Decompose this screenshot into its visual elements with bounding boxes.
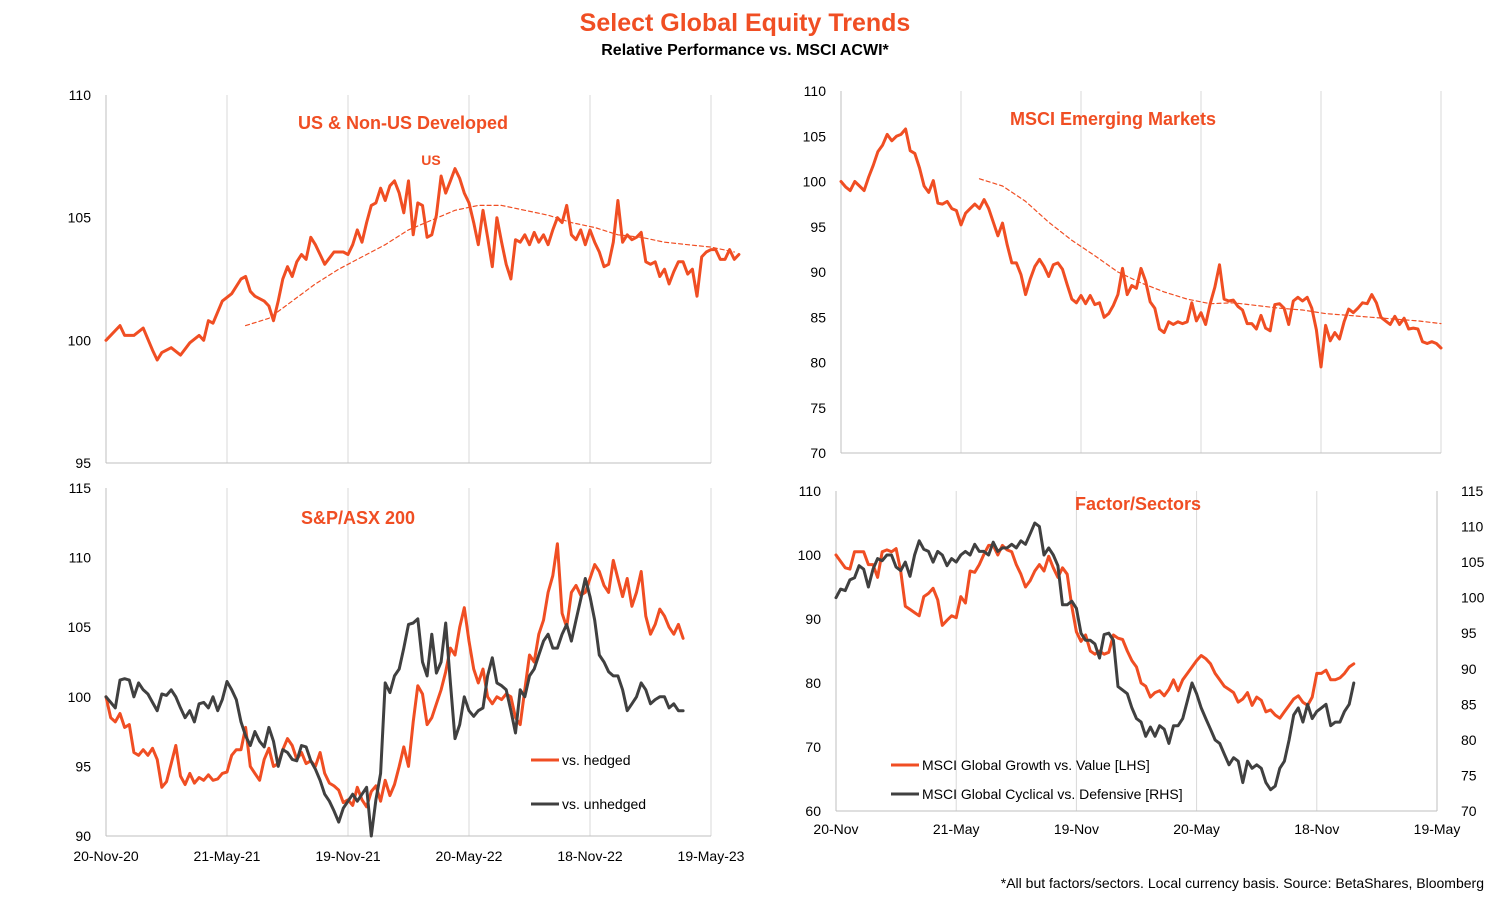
y-tick-label: 105 xyxy=(803,128,827,144)
x-tick-label: 19-Nov-21 xyxy=(315,848,381,864)
y-tick-label: 110 xyxy=(804,83,827,99)
x-tick-label: 21-May xyxy=(933,821,980,837)
series-line xyxy=(834,543,1356,720)
series-line xyxy=(104,167,741,362)
x-tick-label: 19-Nov xyxy=(1054,821,1099,837)
y-tick-label: 95 xyxy=(810,219,826,235)
legend-label: MSCI Global Cyclical vs. Defensive [RHS] xyxy=(922,786,1183,802)
trend-line xyxy=(978,178,1442,325)
y-tick-label: 95 xyxy=(75,758,91,774)
subtitle: Relative Performance vs. MSCI ACWI* xyxy=(601,42,889,59)
y-right-tick-label: 110 xyxy=(1461,519,1484,535)
y-tick-label: 90 xyxy=(805,611,821,627)
legend-label: vs. hedged xyxy=(562,752,631,768)
series-line xyxy=(104,577,685,838)
panel-title: MSCI Emerging Markets xyxy=(1010,109,1216,129)
panel-title: S&P/ASX 200 xyxy=(301,508,415,528)
y-right-tick-label: 70 xyxy=(1461,803,1477,819)
factor-sectors-panel: 110 100 90 80 70 60 115 110 105 100 95 90 85 80 75 70 20… xyxy=(798,483,1485,837)
y-tick-label: 115 xyxy=(69,480,92,496)
y-right-tick-label: 85 xyxy=(1461,696,1477,712)
y-tick-label: 100 xyxy=(68,332,92,348)
y-tick-label: 80 xyxy=(805,675,821,691)
y-tick-label: 100 xyxy=(803,174,827,190)
x-tick-label: 20-Nov-20 xyxy=(73,848,139,864)
y-tick-label: 80 xyxy=(810,355,826,371)
y-right-tick-label: 90 xyxy=(1461,661,1477,677)
y-tick-label: 90 xyxy=(75,828,91,844)
series-annotation: US xyxy=(421,152,440,168)
panel-title: Factor/Sectors xyxy=(1075,494,1201,514)
y-right-tick-label: 95 xyxy=(1461,625,1477,641)
x-tick-label: 20-Nov xyxy=(813,821,858,837)
y-tick-label: 110 xyxy=(69,550,92,566)
y-tick-label: 105 xyxy=(68,210,92,226)
us-developed-panel: 110 105 100 95 US & Non-US Developed US xyxy=(68,87,741,471)
emerging-markets-panel: 110 105 100 95 90 85 80 75 70 MSCI Emerging Marke… xyxy=(803,83,1443,461)
y-right-tick-label: 105 xyxy=(1461,554,1485,570)
y-tick-label: 90 xyxy=(810,264,826,280)
panel-title: US & Non-US Developed xyxy=(298,113,508,133)
y-tick-label: 110 xyxy=(799,483,822,499)
footnote: *All but factors/sectors. Local currency… xyxy=(1001,875,1484,891)
y-tick-label: 95 xyxy=(75,455,91,471)
y-tick-label: 70 xyxy=(810,445,826,461)
y-tick-label: 100 xyxy=(68,689,92,705)
y-tick-label: 110 xyxy=(69,87,92,103)
legend-label: vs. unhedged xyxy=(562,796,646,812)
y-right-tick-label: 100 xyxy=(1461,590,1485,606)
main-title: Select Global Equity Trends xyxy=(580,9,911,37)
x-tick-label: 20-May xyxy=(1173,821,1220,837)
y-right-tick-label: 115 xyxy=(1461,483,1484,499)
trend-line xyxy=(245,204,735,327)
series-line xyxy=(834,521,1356,792)
x-tick-label: 18-Nov xyxy=(1294,821,1339,837)
y-tick-label: 60 xyxy=(805,803,821,819)
y-tick-label: 75 xyxy=(810,400,826,416)
y-tick-label: 70 xyxy=(805,739,821,755)
series-line xyxy=(839,127,1443,369)
x-tick-label: 21-May-21 xyxy=(194,848,261,864)
x-tick-label: 19-May xyxy=(1414,821,1461,837)
asx200-panel: 115 110 105 100 95 90 20-Nov-20 21-May-21 19-Nov… xyxy=(68,480,745,864)
x-tick-label: 18-Nov-22 xyxy=(557,848,623,864)
y-tick-label: 85 xyxy=(810,309,826,325)
y-tick-label: 100 xyxy=(798,547,822,563)
y-right-tick-label: 75 xyxy=(1461,767,1477,783)
y-right-tick-label: 80 xyxy=(1461,732,1477,748)
y-tick-label: 105 xyxy=(68,619,92,635)
x-tick-label: 19-May-23 xyxy=(678,848,745,864)
legend-label: MSCI Global Growth vs. Value [LHS] xyxy=(922,757,1150,773)
x-tick-label: 20-May-22 xyxy=(436,848,503,864)
